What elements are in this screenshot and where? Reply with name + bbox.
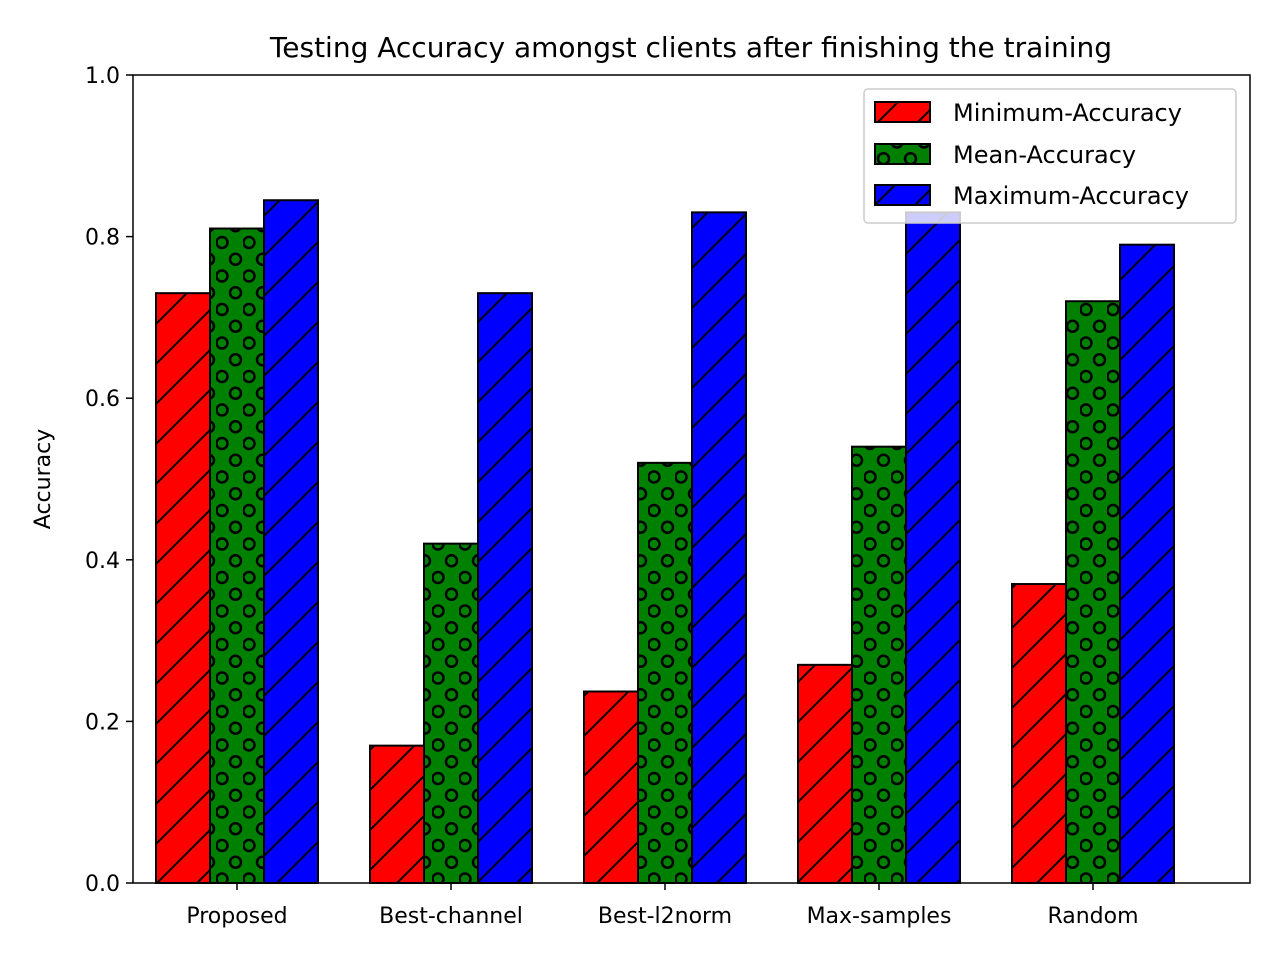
y-tick-label: 0.6 <box>85 387 120 412</box>
bar-hatch-minimum-accuracy-1 <box>369 744 425 885</box>
bar-hatch-mean-accuracy-3 <box>851 445 907 884</box>
legend-label-minimum-accuracy: Minimum-Accuracy <box>953 99 1182 127</box>
bar-hatch-maximum-accuracy-4 <box>1119 243 1175 884</box>
bar-hatch-mean-accuracy-2 <box>637 461 693 884</box>
y-tick-label: 0.0 <box>85 872 120 897</box>
bar-hatch-mean-accuracy-0 <box>209 227 265 884</box>
bar-hatch-maximum-accuracy-1 <box>477 292 533 885</box>
bar-hatch-minimum-accuracy-3 <box>797 663 853 885</box>
x-tick-label: Random <box>1047 904 1138 929</box>
plot-area <box>155 199 1175 885</box>
legend-frame <box>863 88 1237 224</box>
y-tick-label: 0.4 <box>85 549 120 574</box>
bar-hatch-mean-accuracy-4 <box>1065 300 1121 884</box>
y-tick-label: 0.8 <box>85 226 120 251</box>
y-tick-label: 1.0 <box>85 64 120 89</box>
bar-hatch-maximum-accuracy-0 <box>263 199 319 885</box>
chart-title: Testing Accuracy amongst clients after f… <box>269 31 1112 64</box>
x-axis: Proposed Best-channel Best-l2norm Max-sampl… <box>186 883 1139 929</box>
legend-swatch-hatch-maximum-accuracy <box>874 184 931 206</box>
bar-hatch-minimum-accuracy-2 <box>583 690 639 885</box>
bar-hatch-minimum-accuracy-0 <box>155 292 211 885</box>
x-tick-label: Best-channel <box>379 904 523 929</box>
x-tick-label: Proposed <box>186 904 287 929</box>
bar-hatch-maximum-accuracy-3 <box>905 211 961 885</box>
bar-hatch-maximum-accuracy-2 <box>691 211 747 885</box>
x-tick-label: Best-l2norm <box>598 904 732 929</box>
legend-swatch-hatch-minimum-accuracy <box>874 101 931 123</box>
legend-label-mean-accuracy: Mean-Accuracy <box>953 141 1136 169</box>
bar-hatch-minimum-accuracy-4 <box>1011 583 1067 884</box>
plot-frame <box>132 74 1251 884</box>
x-tick-label: Max-samples <box>807 904 952 929</box>
y-axis-label: Accuracy <box>31 429 56 529</box>
y-tick-label: 0.2 <box>85 710 120 735</box>
legend: Minimum-Accuracy Mean-Accuracy Maximum-Acc… <box>863 88 1237 224</box>
bar-hatch-mean-accuracy-1 <box>423 542 479 884</box>
y-axis: 0.0 0.2 0.4 0.6 0.8 1.0 <box>85 64 133 897</box>
legend-swatch-hatch-mean-accuracy <box>874 143 931 165</box>
legend-label-maximum-accuracy: Maximum-Accuracy <box>953 182 1189 210</box>
